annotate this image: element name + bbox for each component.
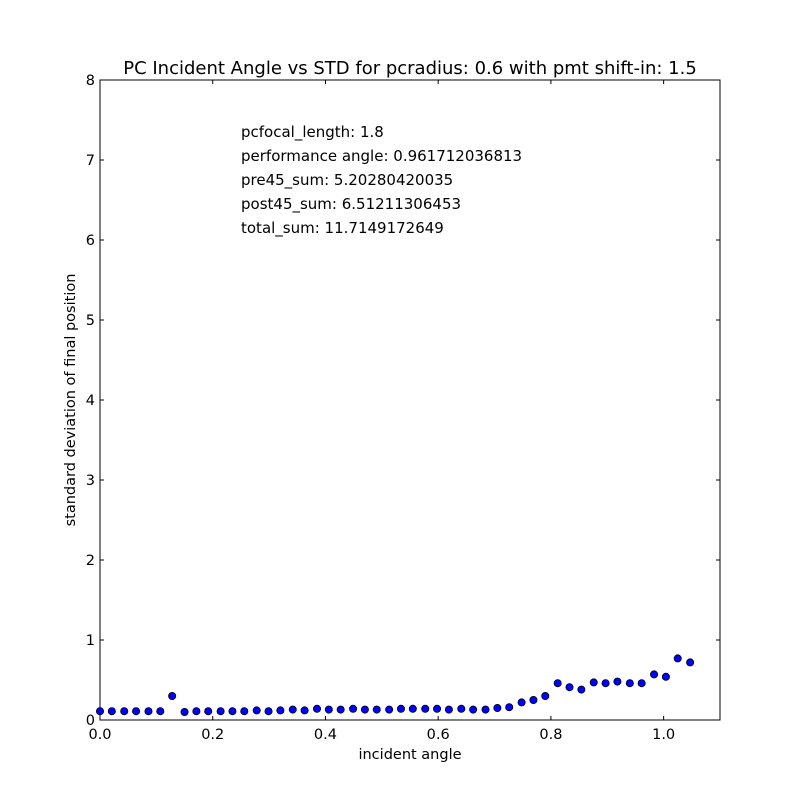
data-point [144,707,153,716]
data-point [349,704,358,713]
data-point [192,707,201,716]
data-point [360,705,369,714]
data-point [312,704,321,713]
data-point [577,685,586,694]
data-point [565,683,574,692]
data-point [613,677,622,686]
data-point [661,672,670,681]
y-tick-label: 5 [86,313,95,329]
data-point [288,705,297,714]
annotation-line: total_sum: 11.7149172649 [241,219,444,238]
annotation-line: post45_sum: 6.51211306453 [241,195,461,214]
data-point [637,679,646,688]
y-tick-label: 4 [86,393,95,409]
data-point [252,706,261,715]
data-point [228,707,237,716]
data-point [589,678,598,687]
y-tick-label: 7 [86,153,95,169]
data-point [96,707,105,716]
data-point [529,696,538,705]
data-point [336,705,345,714]
data-point [396,704,405,713]
y-tick-label: 1 [86,633,95,649]
chart-title: PC Incident Angle vs STD for pcradius: 0… [123,58,697,79]
data-point [264,707,273,716]
x-tick-label: 0.4 [314,727,337,743]
y-tick-label: 3 [86,473,95,489]
data-point [107,707,116,716]
data-point [517,698,526,707]
data-point [300,706,309,715]
data-point [625,679,634,688]
x-tick-label: 0.2 [201,727,224,743]
data-point [372,705,381,714]
x-tick-labels: 0.0 0.2 0.4 0.6 0.8 1.0 [88,727,675,743]
data-point [120,707,129,716]
data-point [444,705,453,714]
data-point [385,705,394,714]
data-point [541,692,550,701]
data-point [240,707,249,716]
data-point [216,707,225,716]
x-tick-label: 1.0 [652,727,675,743]
data-point [408,704,417,713]
data-point [457,704,466,713]
data-point [686,658,695,667]
data-point [421,704,430,713]
annotation-block: pcfocal_length: 1.8 performance angle: 0.… [241,123,522,238]
data-point [156,707,165,716]
x-tick-label: 0.0 [88,727,111,743]
data-point [505,703,514,712]
data-point [650,670,659,679]
data-point [469,705,478,714]
x-axis-label: incident angle [358,747,461,763]
data-point [168,692,177,701]
x-tick-label: 0.6 [427,727,450,743]
data-point [276,706,285,715]
data-point [204,707,213,716]
annotation-line: pcfocal_length: 1.8 [241,123,384,142]
axis-ticks [99,79,720,721]
y-tick-label: 6 [86,233,95,249]
y-tick-label: 0 [86,713,95,729]
data-point [553,679,562,688]
data-point [481,705,490,714]
data-points [96,654,695,717]
plot-area [99,79,721,721]
data-point [493,704,502,713]
data-point [132,707,141,716]
annotation-line: pre45_sum: 5.20280420035 [241,171,453,190]
y-tick-labels: 0 1 2 3 4 5 6 7 8 [86,73,95,729]
x-tick-label: 0.8 [539,727,562,743]
data-point [673,654,682,663]
data-point [180,708,189,717]
y-axis-label: standard deviation of final position [63,274,79,527]
data-point [433,704,442,713]
data-point [324,705,333,714]
y-tick-label: 2 [86,553,95,569]
y-tick-label: 8 [86,73,95,89]
data-point [601,679,610,688]
annotation-line: performance angle: 0.961712036813 [241,147,522,165]
